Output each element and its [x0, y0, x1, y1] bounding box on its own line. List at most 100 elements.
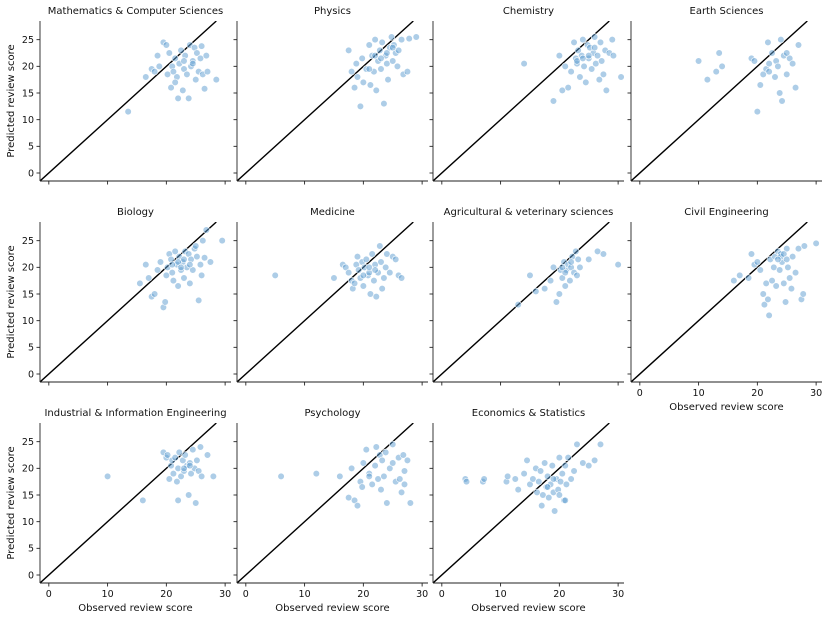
data-point — [312, 470, 320, 478]
data-point — [774, 62, 782, 70]
data-point — [368, 480, 376, 488]
data-point — [345, 269, 353, 277]
data-point — [614, 261, 622, 269]
data-point — [783, 255, 791, 263]
x-tick-label: 0 — [439, 589, 445, 600]
data-point — [555, 491, 563, 499]
data-point — [124, 108, 132, 116]
data-point — [756, 81, 764, 89]
data-point — [359, 459, 367, 467]
data-point — [397, 488, 406, 496]
data-point — [777, 36, 785, 44]
data-point — [403, 68, 412, 76]
data-point — [564, 454, 572, 462]
data-point — [556, 478, 565, 486]
y-tick-label: 25 — [22, 236, 34, 247]
data-point — [193, 253, 201, 261]
points — [271, 242, 406, 301]
data-point — [570, 467, 578, 475]
data-point — [768, 49, 776, 57]
data-point — [520, 470, 528, 478]
data-point — [180, 464, 188, 472]
panel-title: Mathematics & Computer Sciences — [48, 6, 223, 17]
panel-title: Earth Sciences — [690, 6, 764, 17]
panel-title: Psychology — [304, 408, 360, 419]
data-point — [380, 274, 388, 282]
panel-title: Economics & Statistics — [472, 408, 586, 419]
data-point — [694, 57, 703, 65]
data-point — [200, 254, 209, 262]
data-point — [412, 33, 420, 41]
data-point — [218, 237, 226, 245]
panel-title: Medicine — [310, 207, 355, 218]
data-point — [353, 502, 362, 510]
data-point — [174, 94, 182, 102]
data-point — [480, 475, 488, 483]
data-point — [372, 293, 380, 301]
data-point — [564, 84, 572, 92]
y-tick-label: 0 — [28, 369, 34, 380]
data-point — [786, 274, 794, 282]
identity-line — [433, 423, 610, 583]
data-point — [169, 277, 178, 285]
y-axis-label: Predicted review score — [6, 245, 17, 358]
data-point — [780, 279, 788, 287]
x-tick-label: 30 — [416, 589, 428, 600]
data-point — [747, 250, 756, 258]
data-point — [202, 52, 210, 60]
data-point — [562, 480, 571, 488]
x-tick-label: 30 — [219, 589, 231, 600]
y-tick-label: 0 — [28, 168, 34, 179]
data-point — [593, 247, 602, 255]
points — [514, 247, 622, 309]
data-point — [567, 68, 575, 76]
data-point — [593, 52, 602, 60]
panel-7: Civil Engineering 0 10 20 30 Observed review … — [627, 207, 822, 413]
data-point — [549, 475, 558, 483]
data-point — [203, 451, 212, 459]
x-tick-label: 0 — [637, 388, 643, 399]
data-point — [371, 266, 379, 274]
data-point — [403, 456, 412, 464]
data-point — [760, 301, 769, 309]
data-point — [781, 298, 790, 306]
data-point — [366, 81, 375, 89]
data-point — [372, 86, 380, 94]
data-point — [730, 277, 738, 285]
data-point — [598, 57, 606, 65]
data-point — [368, 250, 376, 258]
data-point — [602, 86, 610, 94]
x-tick-label: 0 — [243, 589, 249, 600]
data-point — [142, 261, 150, 269]
data-point — [596, 440, 605, 448]
data-point — [376, 46, 384, 54]
data-point — [353, 73, 362, 81]
identity-line — [40, 21, 217, 181]
identity-line — [433, 21, 610, 181]
data-point — [778, 97, 786, 105]
data-point — [189, 60, 197, 68]
data-point — [585, 462, 593, 470]
data-point — [162, 41, 170, 49]
panel-8: Industrial & Information Engineering 0 5 10… — [6, 408, 231, 614]
data-point — [791, 269, 800, 277]
panel-title: Agricultural & veterinary sciences — [444, 207, 614, 218]
data-point — [380, 472, 388, 480]
data-point — [591, 44, 599, 52]
data-point — [386, 269, 394, 277]
x-tick-label: 10 — [693, 388, 705, 399]
data-point — [703, 76, 712, 84]
data-point — [383, 499, 391, 507]
data-point — [546, 277, 555, 285]
data-point — [579, 459, 587, 467]
data-point — [764, 295, 772, 303]
y-tick-label: 10 — [22, 316, 34, 327]
data-point — [189, 446, 197, 454]
data-point — [406, 499, 414, 507]
panel-title: Biology — [117, 207, 154, 218]
data-point — [161, 298, 169, 306]
data-point — [504, 472, 512, 480]
data-point — [199, 237, 207, 245]
data-point — [155, 62, 163, 70]
